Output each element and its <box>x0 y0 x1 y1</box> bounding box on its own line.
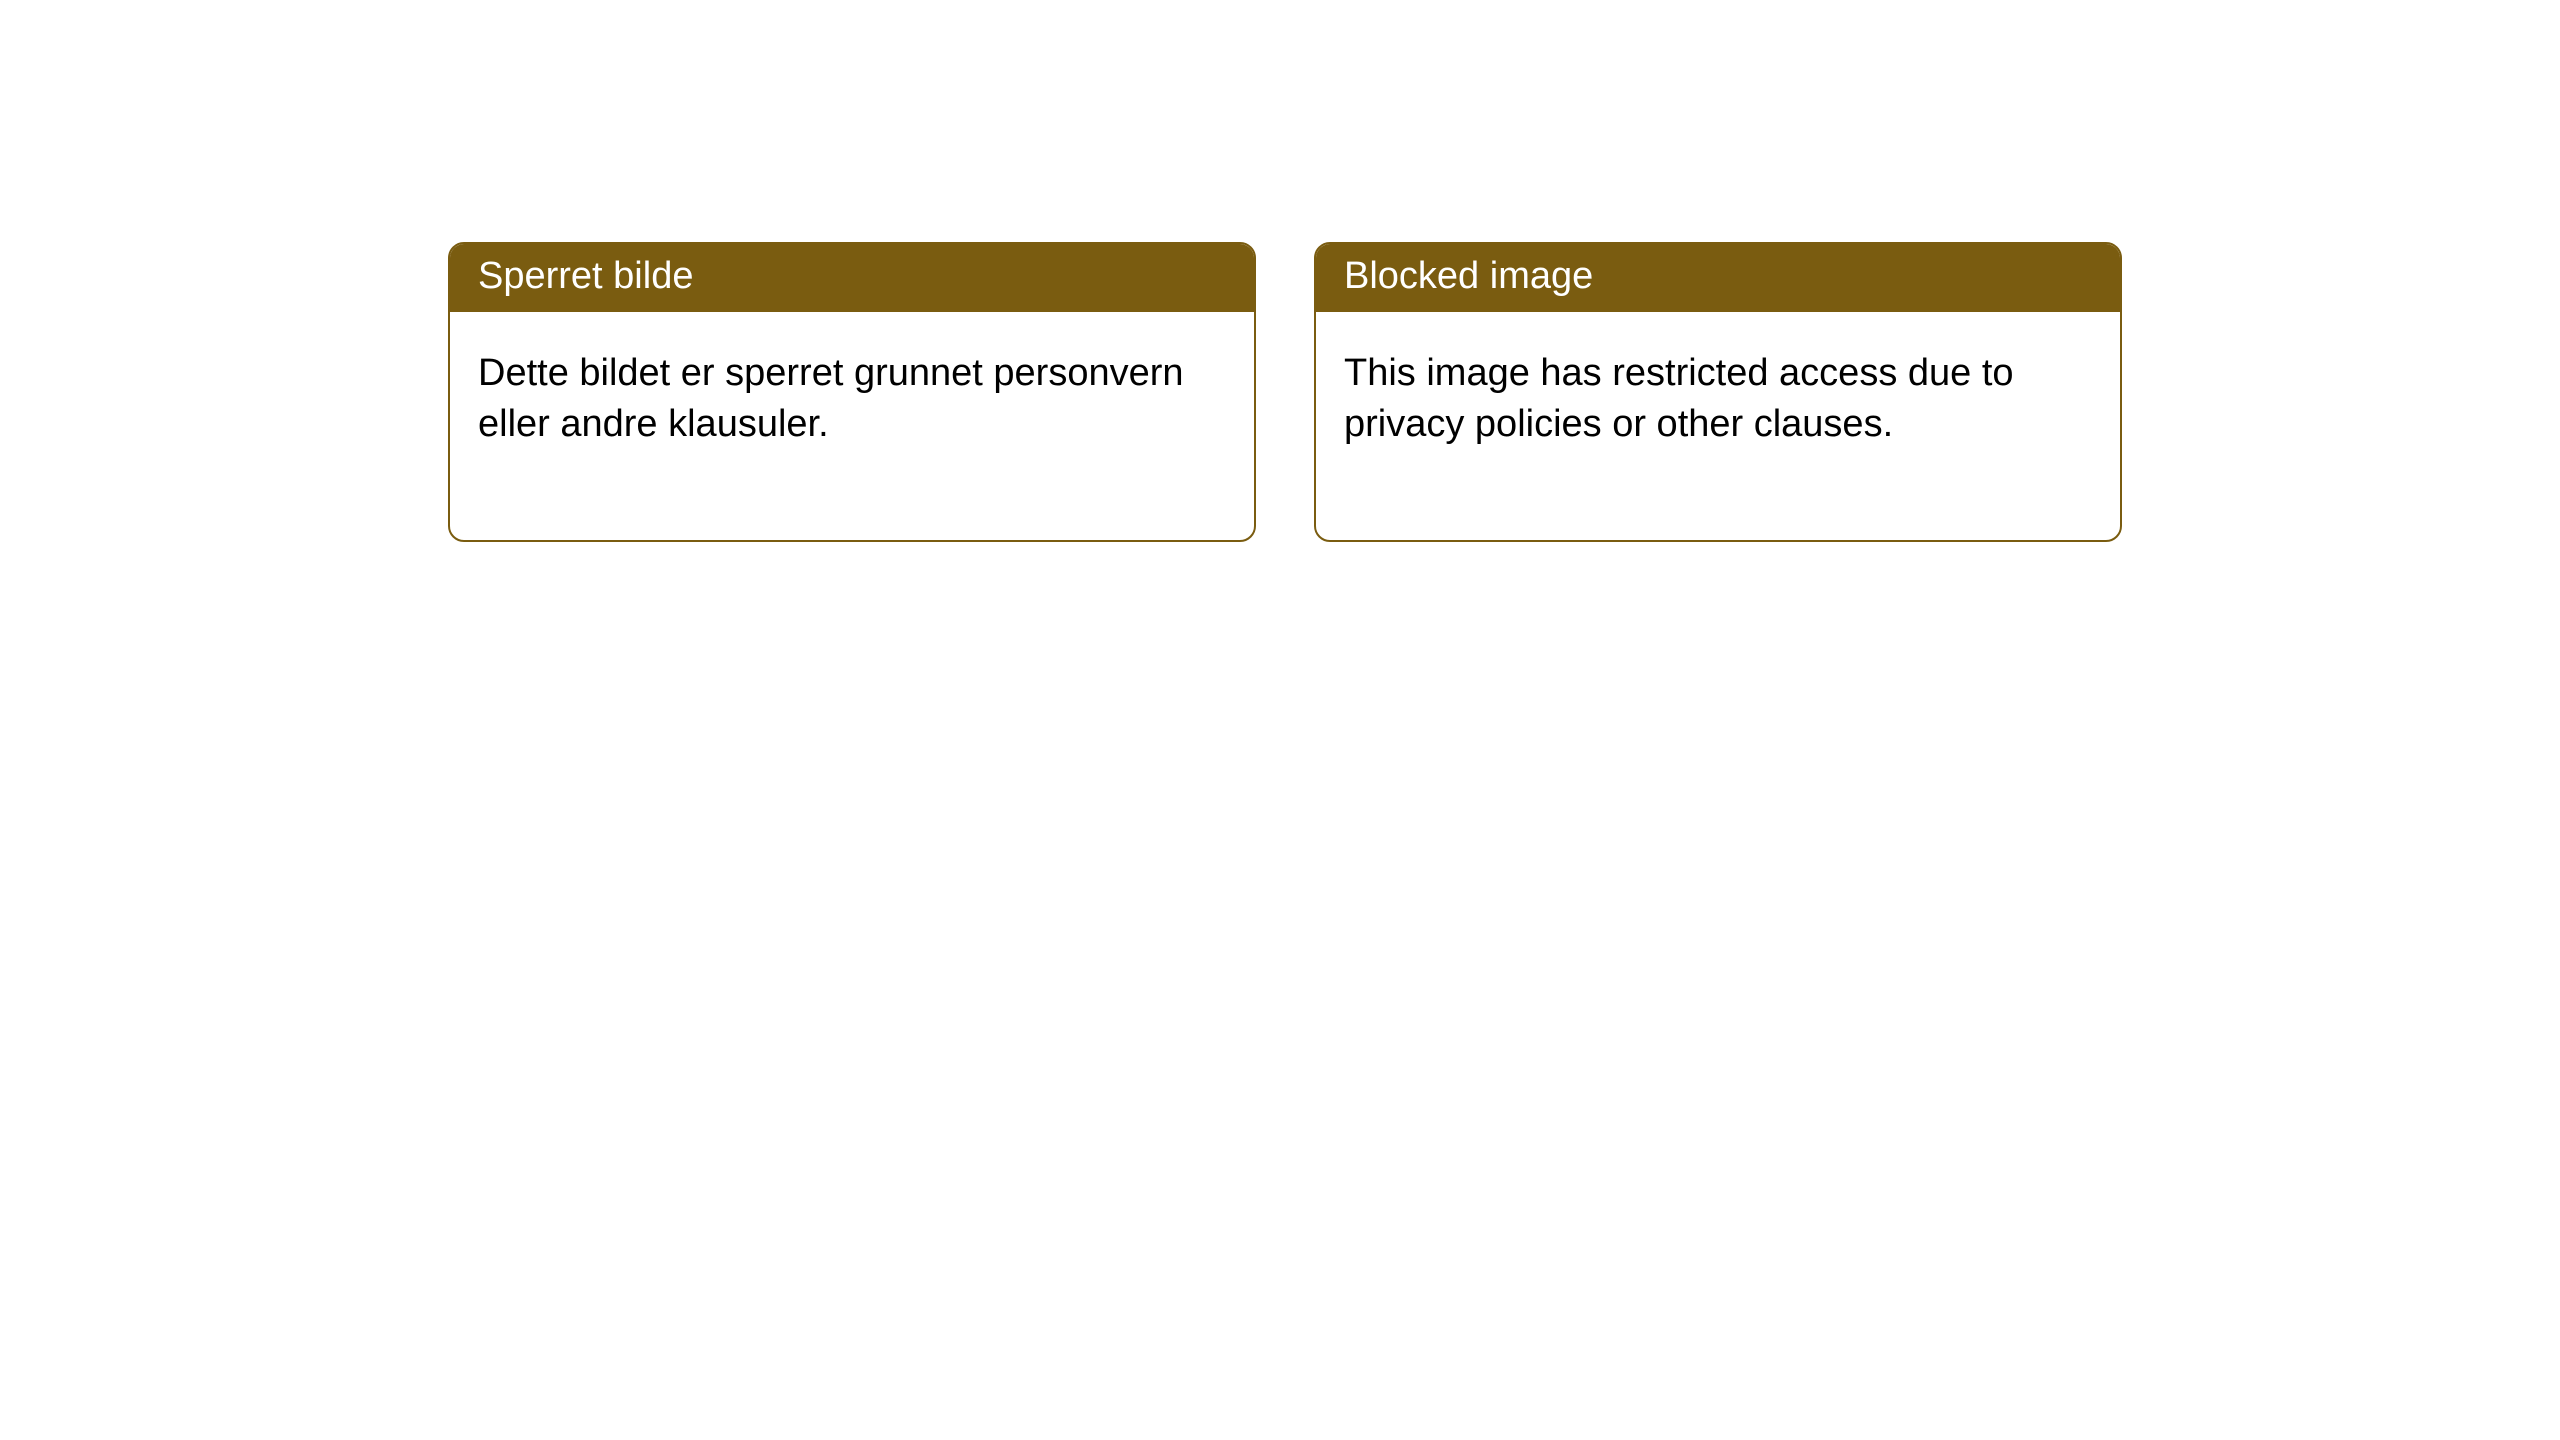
notice-body: Dette bildet er sperret grunnet personve… <box>450 312 1254 541</box>
notice-container: Sperret bilde Dette bildet er sperret gr… <box>0 0 2560 542</box>
notice-box-english: Blocked image This image has restricted … <box>1314 242 2122 542</box>
notice-title: Blocked image <box>1316 244 2120 312</box>
notice-title: Sperret bilde <box>450 244 1254 312</box>
notice-body: This image has restricted access due to … <box>1316 312 2120 541</box>
notice-box-norwegian: Sperret bilde Dette bildet er sperret gr… <box>448 242 1256 542</box>
